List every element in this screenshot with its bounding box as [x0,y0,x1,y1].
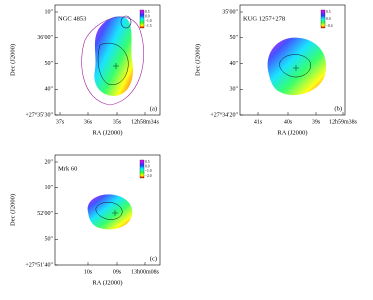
y-tick-label: 20″ [45,159,54,165]
y-tick-label: 40″ [230,61,239,67]
panel-frame [239,4,346,116]
map-b [267,37,327,96]
x-tick-label: 36s [84,119,93,125]
colorbar-label: 0.5 [145,10,150,14]
x-tick-label: 09s [113,269,122,275]
y-axis-label: Dec (J2000) [9,44,16,76]
colorbar-label: 0.0 [326,17,331,21]
panel-letter: (a) [150,105,157,112]
x-tick-label: 10s [84,269,93,275]
y-tick-label: 40″ [45,87,54,93]
x-tick-label: 13h00m08s [131,269,160,275]
x-tick-label: 12h59m38s [329,119,358,125]
panel-letter: (c) [150,255,157,262]
y-tick-label: 50″ [230,35,239,41]
panel-frame [54,154,161,266]
map-a [81,15,145,106]
x-tick-label: 39s [312,119,321,125]
y-tick-label: 36′00″ [37,35,53,41]
y-tick-label: 10″ [45,185,54,191]
colorbar-label: −2.0 [145,174,152,178]
colorbar [139,9,145,29]
y-tick-label: 10″ [45,9,54,15]
colorbar [320,9,326,29]
colorbar-label: −1.0 [145,19,152,23]
x-tick-label: 12h58m34s [131,119,160,125]
y-tick-label: +27°51′40″ [25,261,53,268]
panel-letter: (b) [334,105,342,112]
x-axis-label: RA (J2000) [277,129,307,136]
y-axis-label: Dec (J2000) [194,44,201,76]
y-tick-label: +27°35′30″ [25,111,53,118]
x-tick-label: 41s [254,119,263,125]
colorbar-label: −1.5 [145,24,152,28]
y-tick-label: 30″ [230,87,239,93]
x-axis-label: RA (J2000) [92,279,122,286]
colorbar-label: 0.5 [145,160,150,164]
panel-frame [54,4,161,116]
map-c [87,194,133,230]
colorbar-label: 0.5 [326,10,331,14]
panel-name: KUG 1257+278 [243,15,285,22]
colorbar [139,159,145,179]
x-tick-label: 35s [113,119,122,125]
x-tick-label: 37s [56,119,65,125]
colorbar-label: 0.0 [145,14,150,18]
panel-name: NGC 4853 [58,15,86,22]
x-axis-label: RA (J2000) [92,129,122,136]
y-tick-label: 50″ [45,61,54,67]
colorbar-label: −0.4 [326,24,333,28]
x-tick-label: 40s [284,119,293,125]
y-axis-label: Dec (J2000) [9,194,16,226]
y-tick-label: 52′00″ [37,211,53,217]
colorbar-label: 0.0 [145,164,150,168]
colorbar-label: −1.0 [145,169,152,173]
y-tick-label: 50″ [45,237,54,243]
y-tick-label: 35′00″ [222,9,238,15]
y-tick-label: +27°34′20″ [210,111,238,118]
panel-name: Mrk 60 [58,165,77,172]
